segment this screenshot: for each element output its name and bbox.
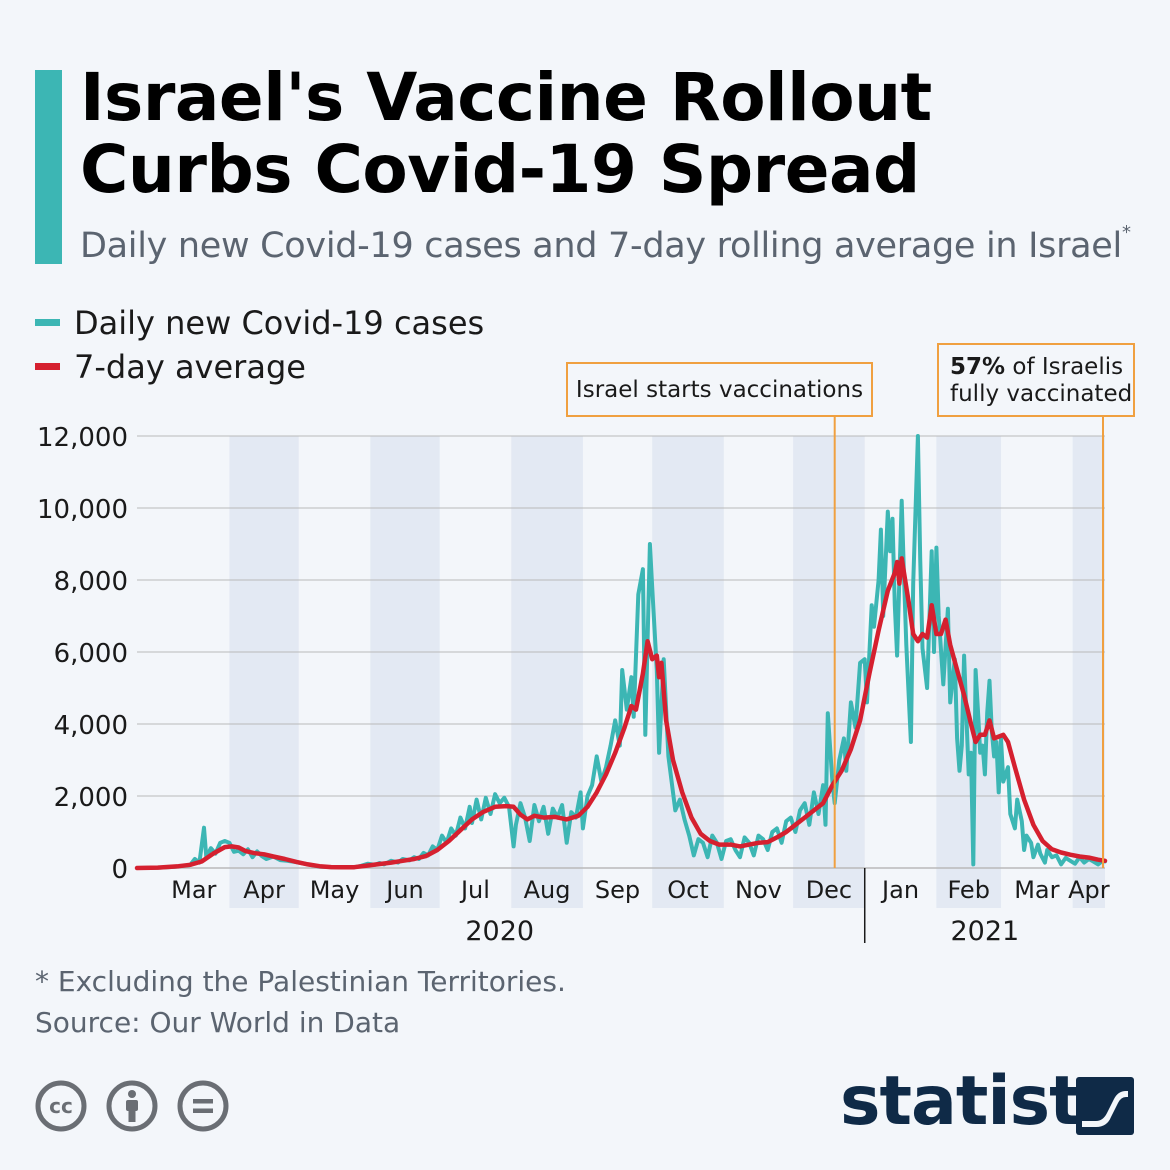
legend-label-daily-cases: Daily new Covid-19 cases (74, 304, 485, 342)
series-line-7-day-average (134, 556, 1108, 871)
fully-vaccinated-annotation-line-2: fully vaccinated (950, 381, 1132, 407)
month-band-feb (936, 436, 1002, 908)
month-band-apr (229, 436, 299, 908)
x-axis-tick-labels: Mar Apr May Jun Jul Aug Sep Oct Nov Dec Jan Feb Mar A… (171, 876, 1110, 904)
y-tick-label-4000: 4,000 (54, 711, 128, 741)
month-bands (229, 436, 1105, 908)
y-tick-label-6000: 6,000 (54, 639, 128, 669)
by-icon[interactable] (106, 1080, 158, 1132)
cc-icon[interactable]: cc (35, 1080, 87, 1132)
statista-logo-icon[interactable] (1076, 1077, 1134, 1135)
legend-label-7-day-average: 7-day average (74, 348, 306, 386)
subtitle-footnote-marker: * (1121, 222, 1131, 243)
vaccination-start-annotation-box (566, 362, 873, 417)
chart-area: 0 2,000 4,000 6,000 8,000 10,000 12,000 Mar Apr… (37, 343, 1135, 947)
title-line-2: Curbs Covid-19 Spread (80, 131, 920, 208)
annotation-markers: Israel starts vaccinations 57% of Israel… (566, 343, 1135, 868)
legend-swatch-7-day-average (35, 362, 60, 370)
y-tick-label-0: 0 (111, 855, 128, 885)
month-band-dec (793, 436, 865, 908)
x-tick-label-apr: Apr (243, 876, 285, 904)
x-tick-label-nov: Nov (735, 876, 782, 904)
y-tick-label-2000: 2,000 (54, 783, 128, 813)
chart-subtitle: Daily new Covid-19 cases and 7-day rolli… (80, 222, 1131, 266)
svg-text:cc: cc (49, 1094, 73, 1118)
x-tick-label-may: May (310, 876, 360, 904)
legend-item-7-day-average: 7-day average (35, 348, 306, 388)
legend-item-daily-cases: Daily new Covid-19 cases (35, 304, 484, 344)
x-tick-label-sep: Sep (595, 876, 640, 904)
title-accent-bar (35, 70, 62, 264)
y-tick-label-10000: 10,000 (37, 495, 128, 525)
vaccination-start-annotation: Israel starts vaccinations (576, 377, 863, 403)
month-band-jun (370, 436, 440, 908)
x-tick-label-apr: Apr (1068, 876, 1110, 904)
month-band-aug (511, 436, 583, 908)
x-tick-label-dec: Dec (806, 876, 852, 904)
x-tick-label-oct: Oct (667, 876, 709, 904)
footnote: * Excluding the Palestinian Territories. (35, 965, 566, 998)
month-band-apr (1072, 436, 1105, 908)
year-labels: 2020 2021 (465, 868, 1019, 947)
fully-vaccinated-percent: 57% (950, 354, 1005, 380)
year-label-2020: 2020 (465, 916, 534, 947)
title-line-1: Israel's Vaccine Rollout (80, 59, 932, 136)
x-tick-label-jun: Jun (384, 876, 424, 904)
x-tick-label-aug: Aug (524, 876, 571, 904)
subtitle-text: Daily new Covid-19 cases and 7-day rolli… (80, 226, 1122, 266)
source-note: Source: Our World in Data (35, 1006, 401, 1039)
y-tick-label-8000: 8,000 (54, 567, 128, 597)
x-tick-label-mar: Mar (1014, 876, 1059, 904)
gridlines (137, 435, 1105, 869)
x-tick-label-jan: Jan (880, 876, 919, 904)
legend-swatch-daily-cases (35, 318, 60, 326)
x-tick-label-jul: Jul (459, 876, 490, 904)
nd-icon[interactable] (177, 1080, 229, 1132)
x-tick-label-feb: Feb (947, 876, 990, 904)
y-tick-label-12000: 12,000 (37, 423, 128, 453)
x-tick-label-mar: Mar (171, 876, 216, 904)
fully-vaccinated-annotation-line-1: 57% of Israelis (950, 354, 1123, 380)
chart-title: Israel's Vaccine Rollout Curbs Covid-19 … (80, 62, 1140, 206)
fully-vaccinated-annotation-box (937, 343, 1135, 417)
year-label-2021: 2021 (951, 916, 1020, 947)
fully-vaccinated-of-israelis: of Israelis (1005, 354, 1123, 380)
series-lines (134, 434, 1108, 871)
y-axis-tick-labels: 0 2,000 4,000 6,000 8,000 10,000 12,000 (37, 423, 128, 885)
